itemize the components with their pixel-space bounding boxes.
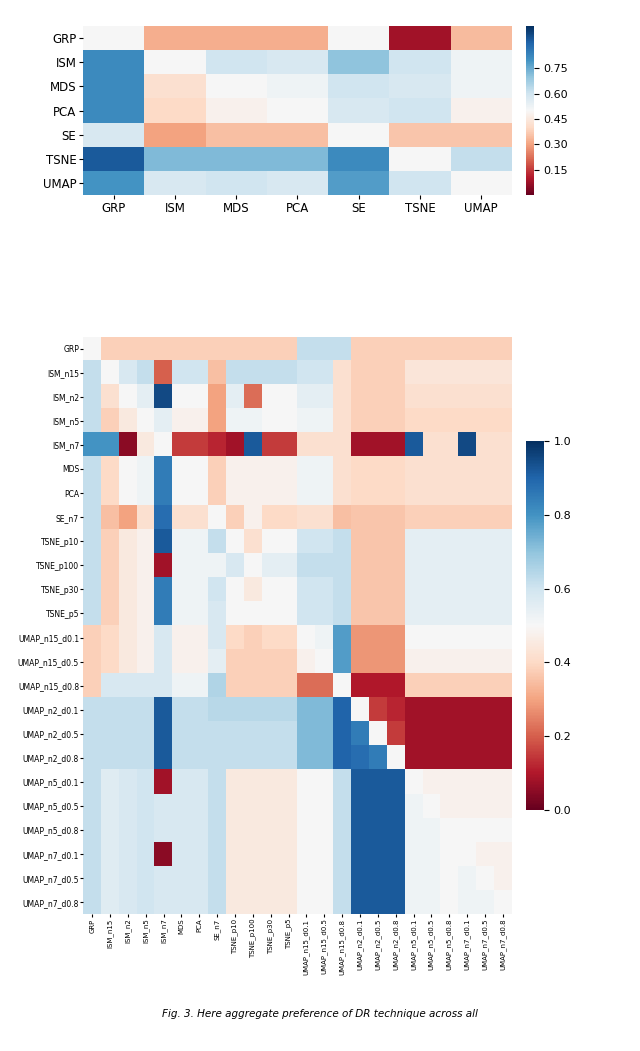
Text: Fig. 3. Here aggregate preference of DR technique across all: Fig. 3. Here aggregate preference of DR …: [162, 1009, 478, 1019]
